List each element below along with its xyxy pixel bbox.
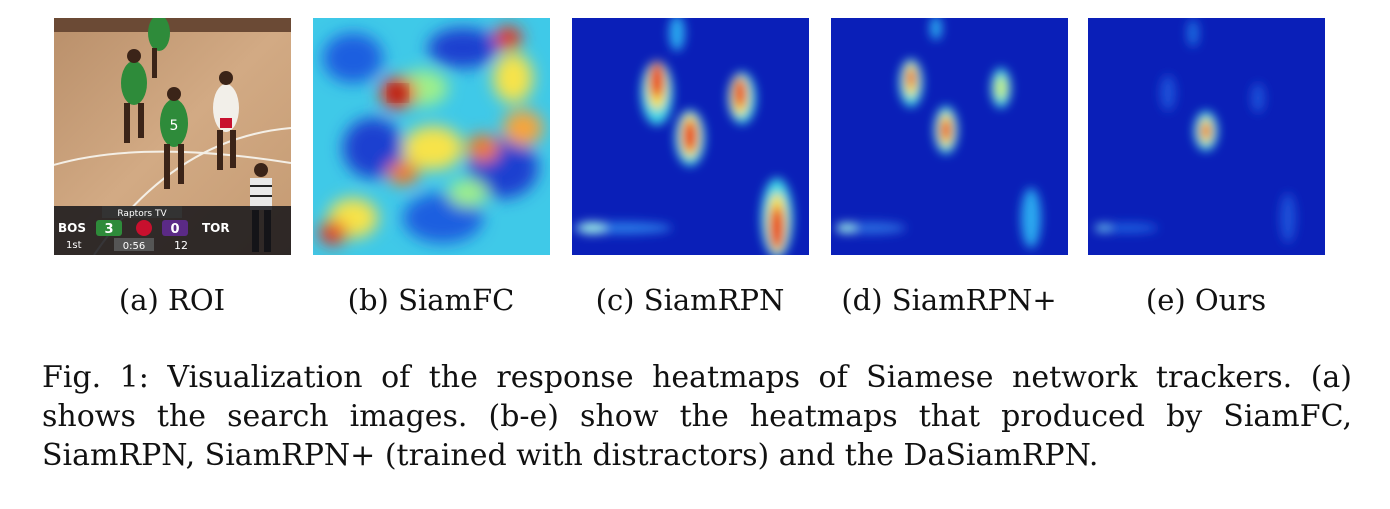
caption-line-3: SiamRPN, SiamRPN+ (trained with distract…: [42, 438, 1099, 473]
svg-text:12: 12: [174, 239, 188, 252]
svg-text:TOR: TOR: [202, 221, 230, 235]
scoreboard: Raptors TV BOS 3 0 TOR 1st 0:56 12: [54, 206, 291, 255]
jersey-number: 5: [170, 118, 179, 134]
subfigure-label-d: (d) SiamRPN+: [841, 283, 1057, 317]
heatmap-ours: [1088, 18, 1325, 255]
heatmap-siamrpn-plus: [831, 18, 1068, 255]
caption-line-2: shows the search images. (b-e) show the …: [42, 399, 1352, 434]
figure-caption: Fig. 1: Visualization of the response he…: [42, 358, 1352, 475]
svg-text:1st: 1st: [66, 240, 82, 251]
heatmap-siamrpn: [572, 18, 809, 255]
subfigure-label-c: (c) SiamRPN: [595, 283, 785, 317]
player-green-1: [121, 49, 147, 143]
svg-text:0:56: 0:56: [123, 241, 145, 252]
player-green-2: 5: [160, 87, 188, 189]
roi-image: 5 Raptors TV BOS 3: [54, 18, 291, 255]
subfigure-label-b: (b) SiamFC: [347, 283, 515, 317]
svg-text:0: 0: [170, 222, 179, 237]
svg-text:3: 3: [104, 222, 113, 237]
subfigure-label-a: (a) ROI: [118, 283, 226, 317]
svg-text:BOS: BOS: [58, 221, 86, 235]
player-green-3: [148, 18, 170, 78]
svg-text:Raptors TV: Raptors TV: [117, 209, 167, 219]
subfigure-label-e: (e) Ours: [1145, 283, 1267, 317]
caption-line-1: Fig. 1: Visualization of the response he…: [42, 360, 1352, 395]
heatmap-siamfc: [313, 18, 550, 255]
player-white: [213, 71, 239, 170]
